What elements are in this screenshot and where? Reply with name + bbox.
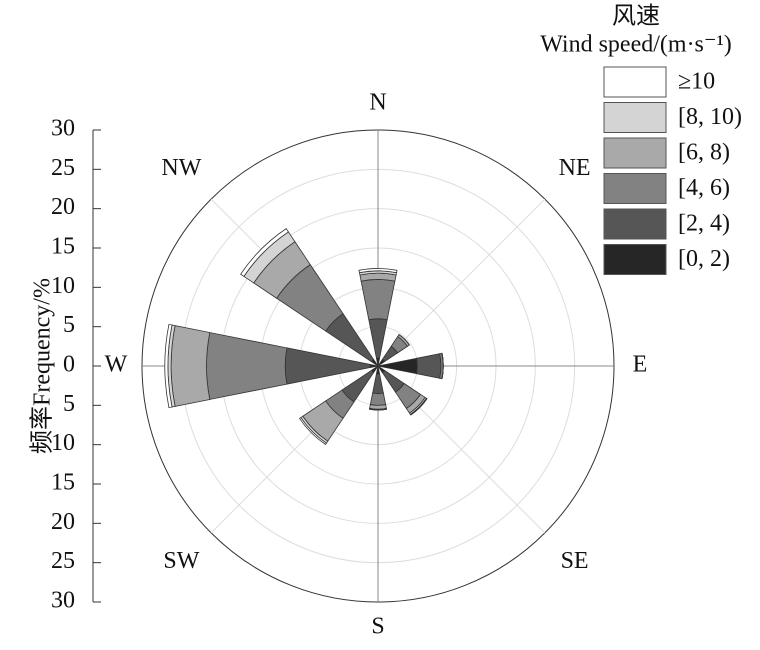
direction-label: W (105, 352, 128, 378)
y-axis-label: 频率Frequency/% (29, 278, 56, 454)
legend-label: [6, 8) (678, 140, 730, 166)
legend-swatch (603, 244, 667, 275)
radial-line (377, 198, 546, 367)
direction-label: SE (561, 548, 589, 574)
direction-label: NE (559, 155, 591, 181)
r-tick-label: 5 (63, 391, 75, 417)
wedge (240, 228, 289, 277)
wedge (409, 397, 428, 416)
legend-title: Wind speed/(m·s⁻¹) (540, 32, 732, 58)
wedge (416, 353, 442, 379)
wedge (170, 325, 211, 407)
r-tick-label: 5 (63, 312, 75, 338)
wedge (372, 373, 384, 394)
r-tick-label: 30 (51, 588, 75, 614)
wedge (298, 417, 327, 446)
r-tick-label: 20 (51, 509, 75, 535)
direction-label: NW (161, 155, 201, 181)
legend-label: ≥10 (678, 69, 715, 95)
wedge (360, 279, 396, 321)
legend-swatch (603, 208, 667, 240)
wedge (369, 392, 387, 406)
legend-swatch (603, 137, 667, 169)
r-tick-label: 25 (51, 155, 75, 181)
wedge (369, 408, 387, 411)
wedge (164, 323, 173, 409)
wedge (358, 268, 398, 274)
direction-label: E (633, 352, 648, 378)
wedge (368, 318, 388, 359)
r-tick-label: 25 (51, 548, 75, 574)
legend-label: [4, 6) (678, 175, 730, 201)
r-tick-label: 0 (63, 352, 75, 378)
legend-label: [8, 10) (678, 104, 742, 130)
r-tick-label: 15 (51, 470, 75, 496)
r-tick-label: 10 (51, 273, 75, 299)
r-tick-label: 15 (51, 234, 75, 260)
direction-label: SW (163, 548, 199, 574)
r-tick-label: 20 (51, 194, 75, 220)
legend-swatch (603, 173, 667, 204)
legend-swatch (603, 102, 667, 133)
direction-label: N (369, 90, 386, 116)
legend-label: [2, 4) (678, 211, 730, 237)
r-tick-label: 10 (51, 430, 75, 456)
wedge (441, 353, 444, 379)
legend-title: 风速 (612, 3, 660, 30)
wedge (284, 347, 371, 385)
r-tick-label: 30 (51, 116, 75, 142)
legend-label: [0, 2) (678, 246, 730, 272)
direction-label: S (371, 614, 384, 640)
legend-swatch (603, 66, 667, 98)
wedge (206, 332, 288, 400)
